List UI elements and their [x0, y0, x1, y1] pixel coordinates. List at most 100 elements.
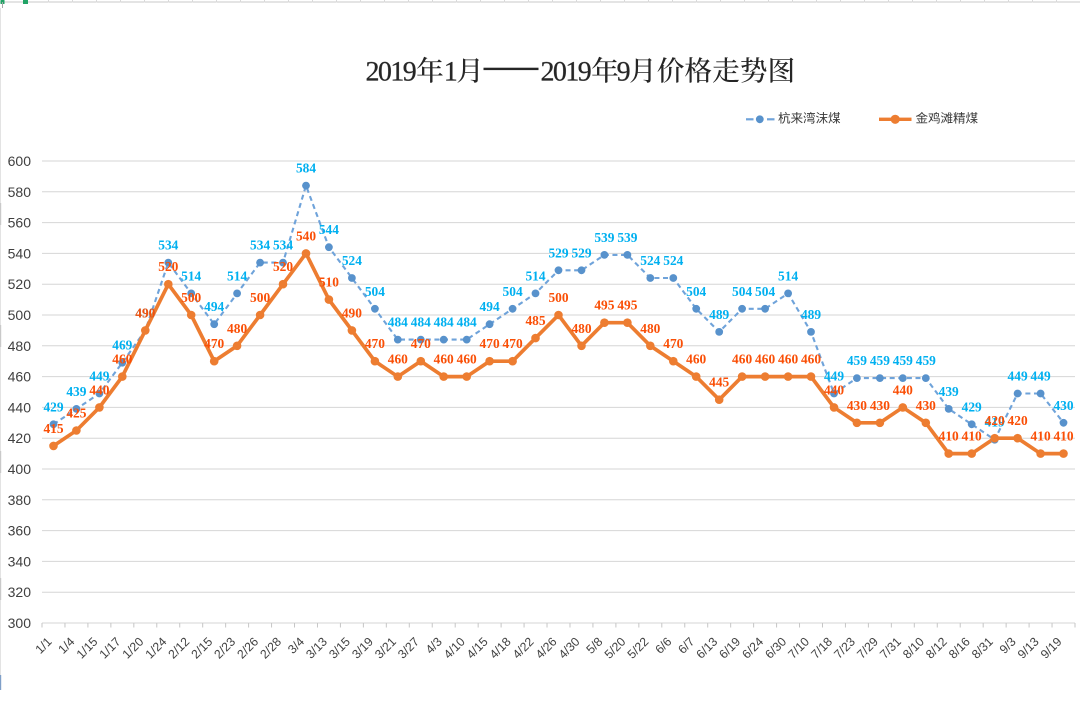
svg-text:524: 524: [663, 253, 683, 268]
svg-text:540: 540: [296, 228, 316, 243]
svg-text:425: 425: [66, 406, 86, 421]
svg-text:460: 460: [778, 352, 798, 367]
svg-text:460: 460: [732, 352, 752, 367]
svg-text:469: 469: [112, 338, 132, 353]
svg-text:470: 470: [411, 336, 431, 351]
svg-text:560: 560: [8, 215, 32, 231]
svg-text:480: 480: [640, 321, 660, 336]
svg-text:534: 534: [273, 238, 293, 253]
svg-text:504: 504: [732, 284, 752, 299]
svg-text:504: 504: [365, 284, 385, 299]
svg-text:410: 410: [939, 429, 959, 444]
svg-text:480: 480: [227, 321, 247, 336]
svg-text:540: 540: [8, 245, 32, 261]
svg-text:439: 439: [939, 384, 959, 399]
svg-text:520: 520: [158, 259, 178, 274]
svg-text:484: 484: [388, 315, 408, 330]
svg-text:460: 460: [686, 352, 706, 367]
svg-text:449: 449: [89, 369, 109, 384]
svg-text:430: 430: [870, 398, 890, 413]
svg-text:449: 449: [1008, 369, 1028, 384]
svg-text:489: 489: [801, 307, 821, 322]
svg-text:504: 504: [686, 284, 706, 299]
svg-text:534: 534: [250, 238, 270, 253]
svg-text:460: 460: [755, 352, 775, 367]
svg-text:460: 460: [457, 352, 477, 367]
svg-text:514: 514: [181, 268, 201, 283]
svg-text:480: 480: [571, 321, 591, 336]
svg-text:470: 470: [365, 336, 385, 351]
svg-text:445: 445: [709, 375, 729, 390]
svg-text:580: 580: [8, 184, 32, 200]
svg-text:380: 380: [8, 492, 32, 508]
svg-text:490: 490: [135, 305, 155, 320]
svg-text:520: 520: [273, 259, 293, 274]
svg-text:504: 504: [755, 284, 775, 299]
svg-text:485: 485: [525, 313, 545, 328]
svg-text:459: 459: [870, 353, 890, 368]
svg-text:410: 410: [1031, 429, 1051, 444]
svg-text:514: 514: [525, 268, 545, 283]
svg-text:459: 459: [916, 353, 936, 368]
svg-text:420: 420: [985, 413, 1005, 428]
svg-text:600: 600: [8, 153, 32, 169]
svg-text:410: 410: [1053, 429, 1073, 444]
svg-text:500: 500: [181, 290, 201, 305]
svg-text:440: 440: [89, 382, 109, 397]
svg-text:489: 489: [709, 307, 729, 322]
svg-text:439: 439: [66, 384, 86, 399]
svg-text:490: 490: [135, 305, 155, 320]
svg-text:470: 470: [503, 336, 523, 351]
svg-text:484: 484: [434, 315, 454, 330]
svg-text:524: 524: [640, 253, 660, 268]
svg-text:429: 429: [43, 399, 63, 414]
svg-text:484: 484: [457, 315, 477, 330]
svg-text:495: 495: [594, 298, 614, 313]
svg-text:460: 460: [801, 352, 821, 367]
svg-text:494: 494: [480, 299, 500, 314]
svg-text:320: 320: [8, 584, 32, 600]
svg-text:500: 500: [250, 290, 270, 305]
svg-text:360: 360: [8, 523, 32, 539]
svg-text:459: 459: [893, 353, 913, 368]
svg-text:539: 539: [617, 230, 637, 245]
svg-text:410: 410: [962, 429, 982, 444]
svg-text:500: 500: [8, 307, 32, 323]
svg-text:420: 420: [1008, 413, 1028, 428]
svg-text:300: 300: [8, 615, 32, 631]
svg-text:470: 470: [480, 336, 500, 351]
svg-text:430: 430: [847, 398, 867, 413]
svg-text:544: 544: [319, 222, 339, 237]
svg-text:460: 460: [8, 369, 32, 385]
svg-text:429: 429: [962, 399, 982, 414]
svg-text:419: 419: [985, 415, 1005, 430]
svg-text:400: 400: [8, 461, 32, 477]
svg-text:480: 480: [8, 338, 32, 354]
svg-text:520: 520: [8, 276, 32, 292]
svg-text:440: 440: [893, 382, 913, 397]
svg-text:504: 504: [503, 284, 523, 299]
svg-text:459: 459: [847, 353, 867, 368]
svg-text:440: 440: [824, 382, 844, 397]
svg-text:460: 460: [434, 352, 454, 367]
svg-text:524: 524: [342, 253, 362, 268]
svg-text:529: 529: [571, 245, 591, 260]
svg-text:420: 420: [8, 430, 32, 446]
svg-text:500: 500: [548, 290, 568, 305]
svg-text:514: 514: [778, 268, 798, 283]
svg-text:494: 494: [204, 299, 224, 314]
svg-text:449: 449: [824, 369, 844, 384]
svg-text:490: 490: [342, 305, 362, 320]
svg-text:539: 539: [594, 230, 614, 245]
svg-text:430: 430: [916, 398, 936, 413]
svg-text:430: 430: [1053, 398, 1073, 413]
svg-text:460: 460: [112, 352, 132, 367]
svg-text:449: 449: [1031, 369, 1051, 384]
svg-text:470: 470: [204, 336, 224, 351]
svg-text:495: 495: [617, 298, 637, 313]
svg-text:514: 514: [227, 268, 247, 283]
svg-text:534: 534: [158, 238, 178, 253]
svg-text:584: 584: [296, 161, 316, 176]
svg-text:440: 440: [8, 399, 32, 415]
svg-text:340: 340: [8, 553, 32, 569]
